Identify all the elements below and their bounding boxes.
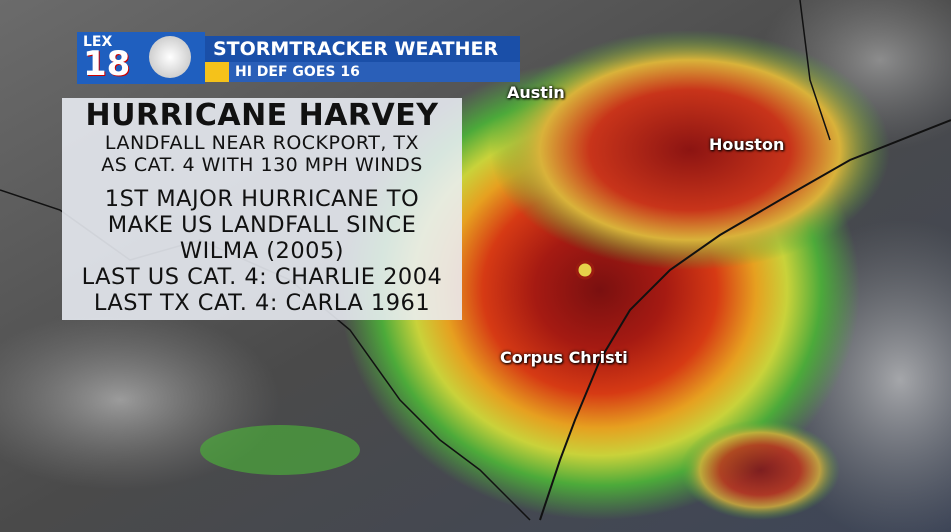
panel-line: LAST US CAT. 4: CHARLIE 2004 xyxy=(81,264,443,290)
logo-number: 18 xyxy=(83,44,131,84)
city-label: Houston xyxy=(709,135,785,154)
city-label: Corpus Christi xyxy=(500,348,628,367)
header-subtitle: HI DEF GOES 16 xyxy=(229,62,520,82)
panel-subtitle: AS CAT. 4 WITH 130 MPH WINDS xyxy=(101,154,423,176)
logo-tower xyxy=(149,36,191,78)
city-label: Austin xyxy=(507,83,565,102)
panel-line: WILMA (2005) xyxy=(179,238,345,264)
panel-line: 1ST MAJOR HURRICANE TO xyxy=(104,186,420,212)
panel-line: MAKE US LANDFALL SINCE xyxy=(107,212,417,238)
panel-subtitle: LANDFALL NEAR ROCKPORT, TX xyxy=(104,132,420,154)
info-panel: HURRICANE HARVEY LANDFALL NEAR ROCKPORT,… xyxy=(62,98,462,320)
header-banner: LEX 18 STORMTRACKER WEATHER HI DEF GOES … xyxy=(77,32,520,84)
panel-line: LAST TX CAT. 4: CARLA 1961 xyxy=(93,290,431,316)
header-accent xyxy=(205,62,229,82)
logo-top: LEX xyxy=(83,34,113,50)
logo: LEX 18 xyxy=(77,32,205,84)
panel-title: HURRICANE HARVEY xyxy=(85,98,439,133)
header-title: STORMTRACKER WEATHER xyxy=(205,36,520,62)
